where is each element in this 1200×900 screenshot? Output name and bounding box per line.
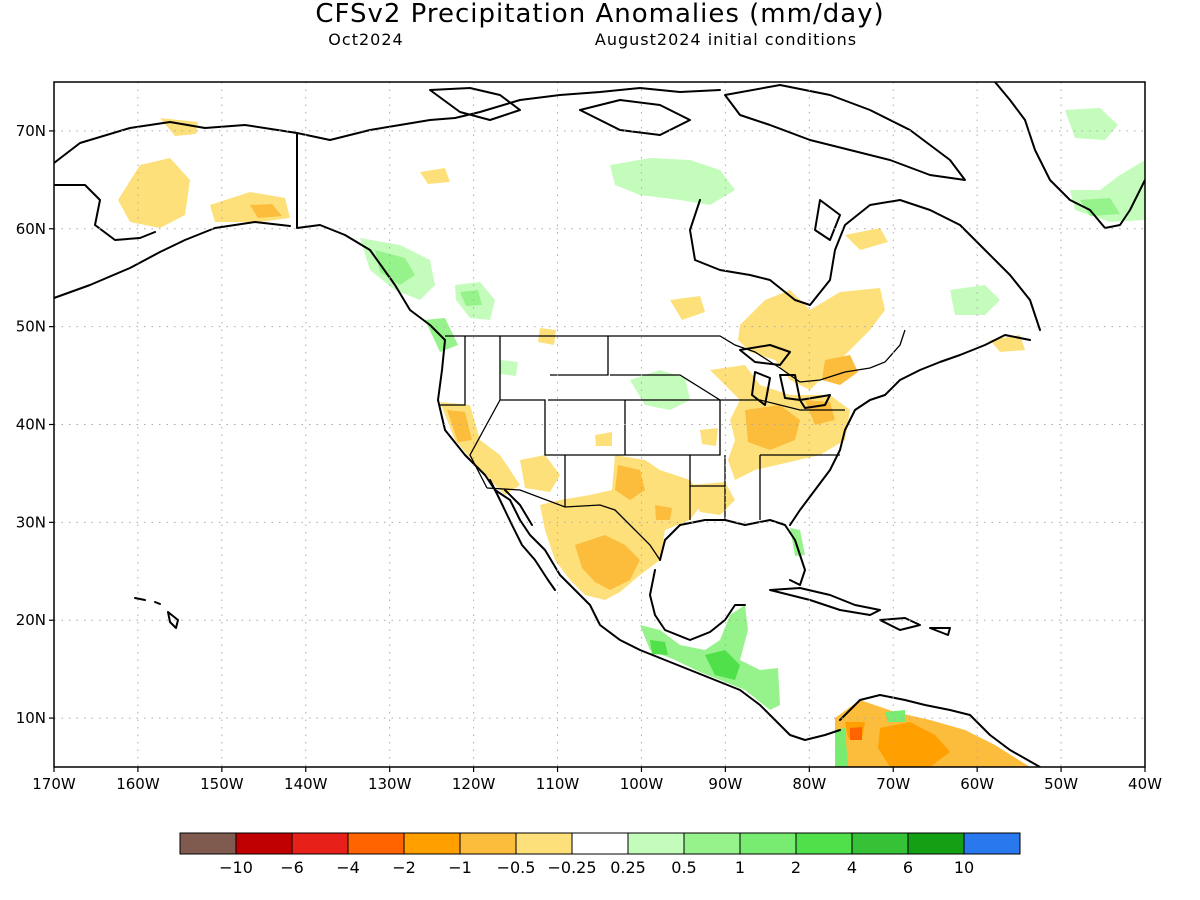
legend-label: −0.25 [547, 858, 596, 877]
init-conditions-label: August2024 initial conditions [595, 30, 857, 49]
longitude-labels: 170W 160W 150W 140W 130W 120W 110W 100W 90W 80W 70… [32, 767, 1162, 793]
lat-label: 20N [16, 611, 46, 629]
coast-west-us-mexico [437, 339, 841, 741]
legend-swatch [179, 832, 237, 855]
anomaly-newfoundland-dry [990, 335, 1025, 352]
legend-swatch [683, 832, 741, 855]
legend-swatch [235, 832, 293, 855]
anomaly-hudson-east-dry [670, 228, 888, 320]
legend-label: 0.25 [610, 858, 646, 877]
lon-label: 80W [792, 775, 826, 793]
lat-label: 40N [16, 416, 46, 434]
border-us-mexico [486, 487, 661, 561]
coast-east-us [789, 334, 1031, 526]
anomaly-pnw-wet [425, 318, 458, 352]
legend-swatch [347, 832, 405, 855]
anomaly-colombia-dry-peak [850, 727, 862, 740]
lon-label: 150W [200, 775, 244, 793]
lon-label: 170W [32, 775, 76, 793]
coast-alaska [54, 121, 446, 341]
lon-label: 40W [1128, 775, 1162, 793]
lon-label: 130W [368, 775, 412, 793]
legend-label: −0.5 [497, 858, 536, 877]
anomaly-greenland-wet [1065, 108, 1145, 222]
valid-month-label: Oct2024 [328, 30, 403, 49]
lat-label: 10N [16, 709, 46, 727]
anomaly-alaska-dry-core [250, 204, 282, 218]
legend-label: −6 [280, 858, 304, 877]
legend-label: 1 [735, 858, 745, 877]
legend-swatch [627, 832, 685, 855]
ocean-background [54, 82, 1145, 767]
legend-swatch [515, 832, 573, 855]
legend-label: 4 [847, 858, 857, 877]
anomaly-quebec-ontario-dry [738, 288, 885, 390]
coast-great-lakes [739, 344, 831, 409]
graticule [54, 82, 1145, 767]
legend-swatch [795, 832, 853, 855]
lat-label: 70N [16, 122, 46, 140]
anomaly-sw-us-dry [520, 328, 612, 492]
coast-cuba-caribbean [769, 587, 1041, 767]
anomaly-california-dry-core [447, 410, 472, 442]
anomaly-alaska-dry [118, 118, 290, 228]
color-legend: −10 −6 −4 −2 −1 −0.5 −0.25 0.25 0.5 1 2 4 6 10 [179, 832, 1021, 877]
legend-swatch [739, 832, 797, 855]
coastlines [54, 82, 1145, 767]
anomaly-labrador-wet [950, 285, 1000, 315]
anomaly-mississippi-dry [690, 428, 735, 515]
legend-label: −10 [219, 858, 253, 877]
coast-baja [489, 479, 556, 591]
legend-swatch [571, 832, 629, 855]
lon-label: 90W [708, 775, 742, 793]
anomaly-plains-wet [500, 360, 690, 410]
legend-swatch [403, 832, 461, 855]
legend-label: −2 [392, 858, 416, 877]
coast-canada-north [296, 87, 1041, 331]
lon-label: 120W [452, 775, 496, 793]
anomaly-nunavut-wet [610, 158, 735, 205]
anomaly-wet-shading [360, 108, 1145, 767]
coast-gulf-of-mexico [649, 519, 806, 641]
latitude-labels: 70N 60N 50N 40N 30N 20N 10N [16, 122, 54, 727]
anomaly-central-america-wet-core [650, 640, 740, 680]
lon-label: 70W [876, 775, 910, 793]
lon-label: 110W [536, 775, 580, 793]
anomaly-bc-coast-wet-core [375, 250, 482, 306]
legend-swatch [851, 832, 909, 855]
anomaly-quebec-dry-core [822, 355, 858, 385]
coast-arctic-islands [429, 84, 966, 241]
legend-swatch [907, 832, 965, 855]
legend-label: −1 [448, 858, 472, 877]
legend-label: −4 [336, 858, 360, 877]
lat-label: 30N [16, 513, 46, 531]
anomaly-yukon-dry [420, 168, 450, 184]
lon-label: 160W [116, 775, 160, 793]
lon-label: 60W [960, 775, 994, 793]
legend-label: 6 [903, 858, 913, 877]
map-plot-area [54, 82, 1145, 767]
border-canada-us [445, 329, 906, 383]
legend-label: 0.5 [671, 858, 696, 877]
lat-label: 60N [16, 220, 46, 238]
legend-swatch [459, 832, 517, 855]
legend-swatch [963, 832, 1021, 855]
legend-swatch [291, 832, 349, 855]
legend-label: 10 [954, 858, 974, 877]
anomaly-mexico-dry-core [575, 465, 672, 590]
lon-label: 140W [284, 775, 328, 793]
coast-greenland [994, 82, 1145, 229]
map-title: CFSv2 Precipitation Anomalies (mm/day) [315, 0, 884, 29]
anomaly-south-america-dry-core [845, 722, 950, 767]
anomaly-sa-coast-wet [835, 710, 905, 767]
legend-label: 2 [791, 858, 801, 877]
lon-label: 50W [1044, 775, 1078, 793]
lon-label: 100W [620, 775, 664, 793]
lat-label: 50N [16, 318, 46, 336]
anomaly-florida-wet [790, 528, 805, 556]
coast-hawaii [134, 597, 179, 629]
